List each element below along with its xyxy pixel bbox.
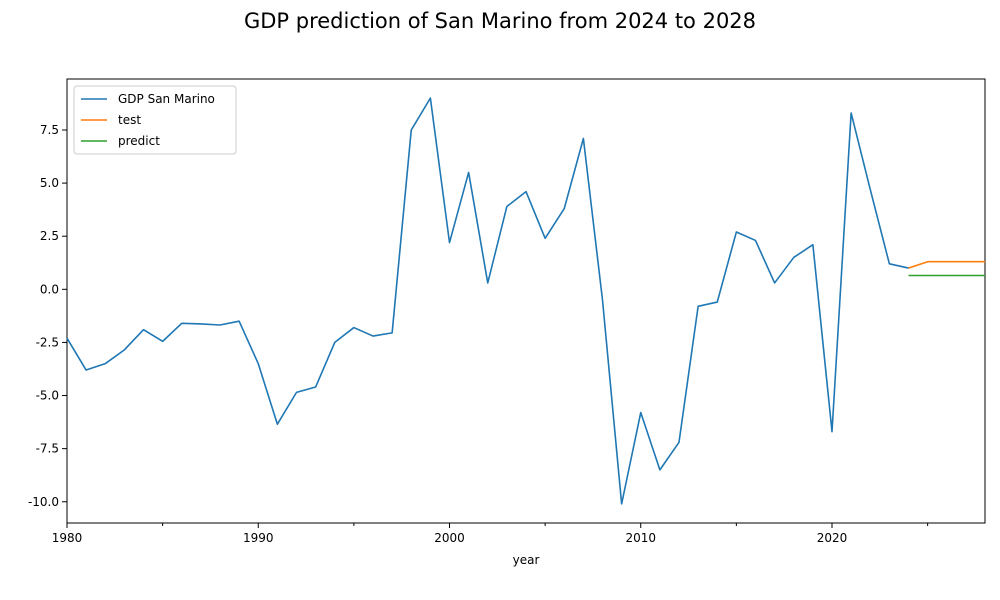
x-tick-label: 2000	[434, 531, 465, 545]
chart-title: GDP prediction of San Marino from 2024 t…	[244, 9, 756, 33]
x-tick-label: 2010	[625, 531, 656, 545]
series-lines	[66, 97, 985, 505]
y-tick-label: 2.5	[40, 229, 59, 243]
y-tick-label: 7.5	[40, 123, 59, 137]
x-tick-label: 1990	[243, 531, 274, 545]
x-axis-label: year	[513, 553, 540, 567]
series-line-gdp-san-marino	[66, 97, 909, 505]
legend: GDP San Marino test predict	[73, 85, 237, 155]
plot-area: 1980 1990 2000 2010 2020 -10.0 -7.5 -5.0 -2.5 0.0…	[28, 78, 986, 545]
x-tick-label: 1980	[52, 531, 83, 545]
y-tick-label: 0.0	[40, 282, 59, 296]
y-tick-label: -5.0	[36, 389, 59, 403]
axes-frame	[66, 78, 986, 524]
y-tick-label: -2.5	[36, 335, 59, 349]
y-tick-label: 5.0	[40, 176, 59, 190]
x-tick-label: 2020	[817, 531, 848, 545]
axis-ticks: 1980 1990 2000 2010 2020 -10.0 -7.5 -5.0 -2.5 0.0…	[28, 123, 929, 545]
y-tick-label: -10.0	[28, 495, 59, 509]
y-tick-label: -7.5	[36, 442, 59, 456]
legend-label: predict	[118, 134, 160, 148]
series-line-test	[908, 260, 985, 269]
legend-box	[73, 85, 237, 155]
legend-label: GDP San Marino	[118, 92, 215, 106]
legend-label: test	[118, 113, 141, 127]
